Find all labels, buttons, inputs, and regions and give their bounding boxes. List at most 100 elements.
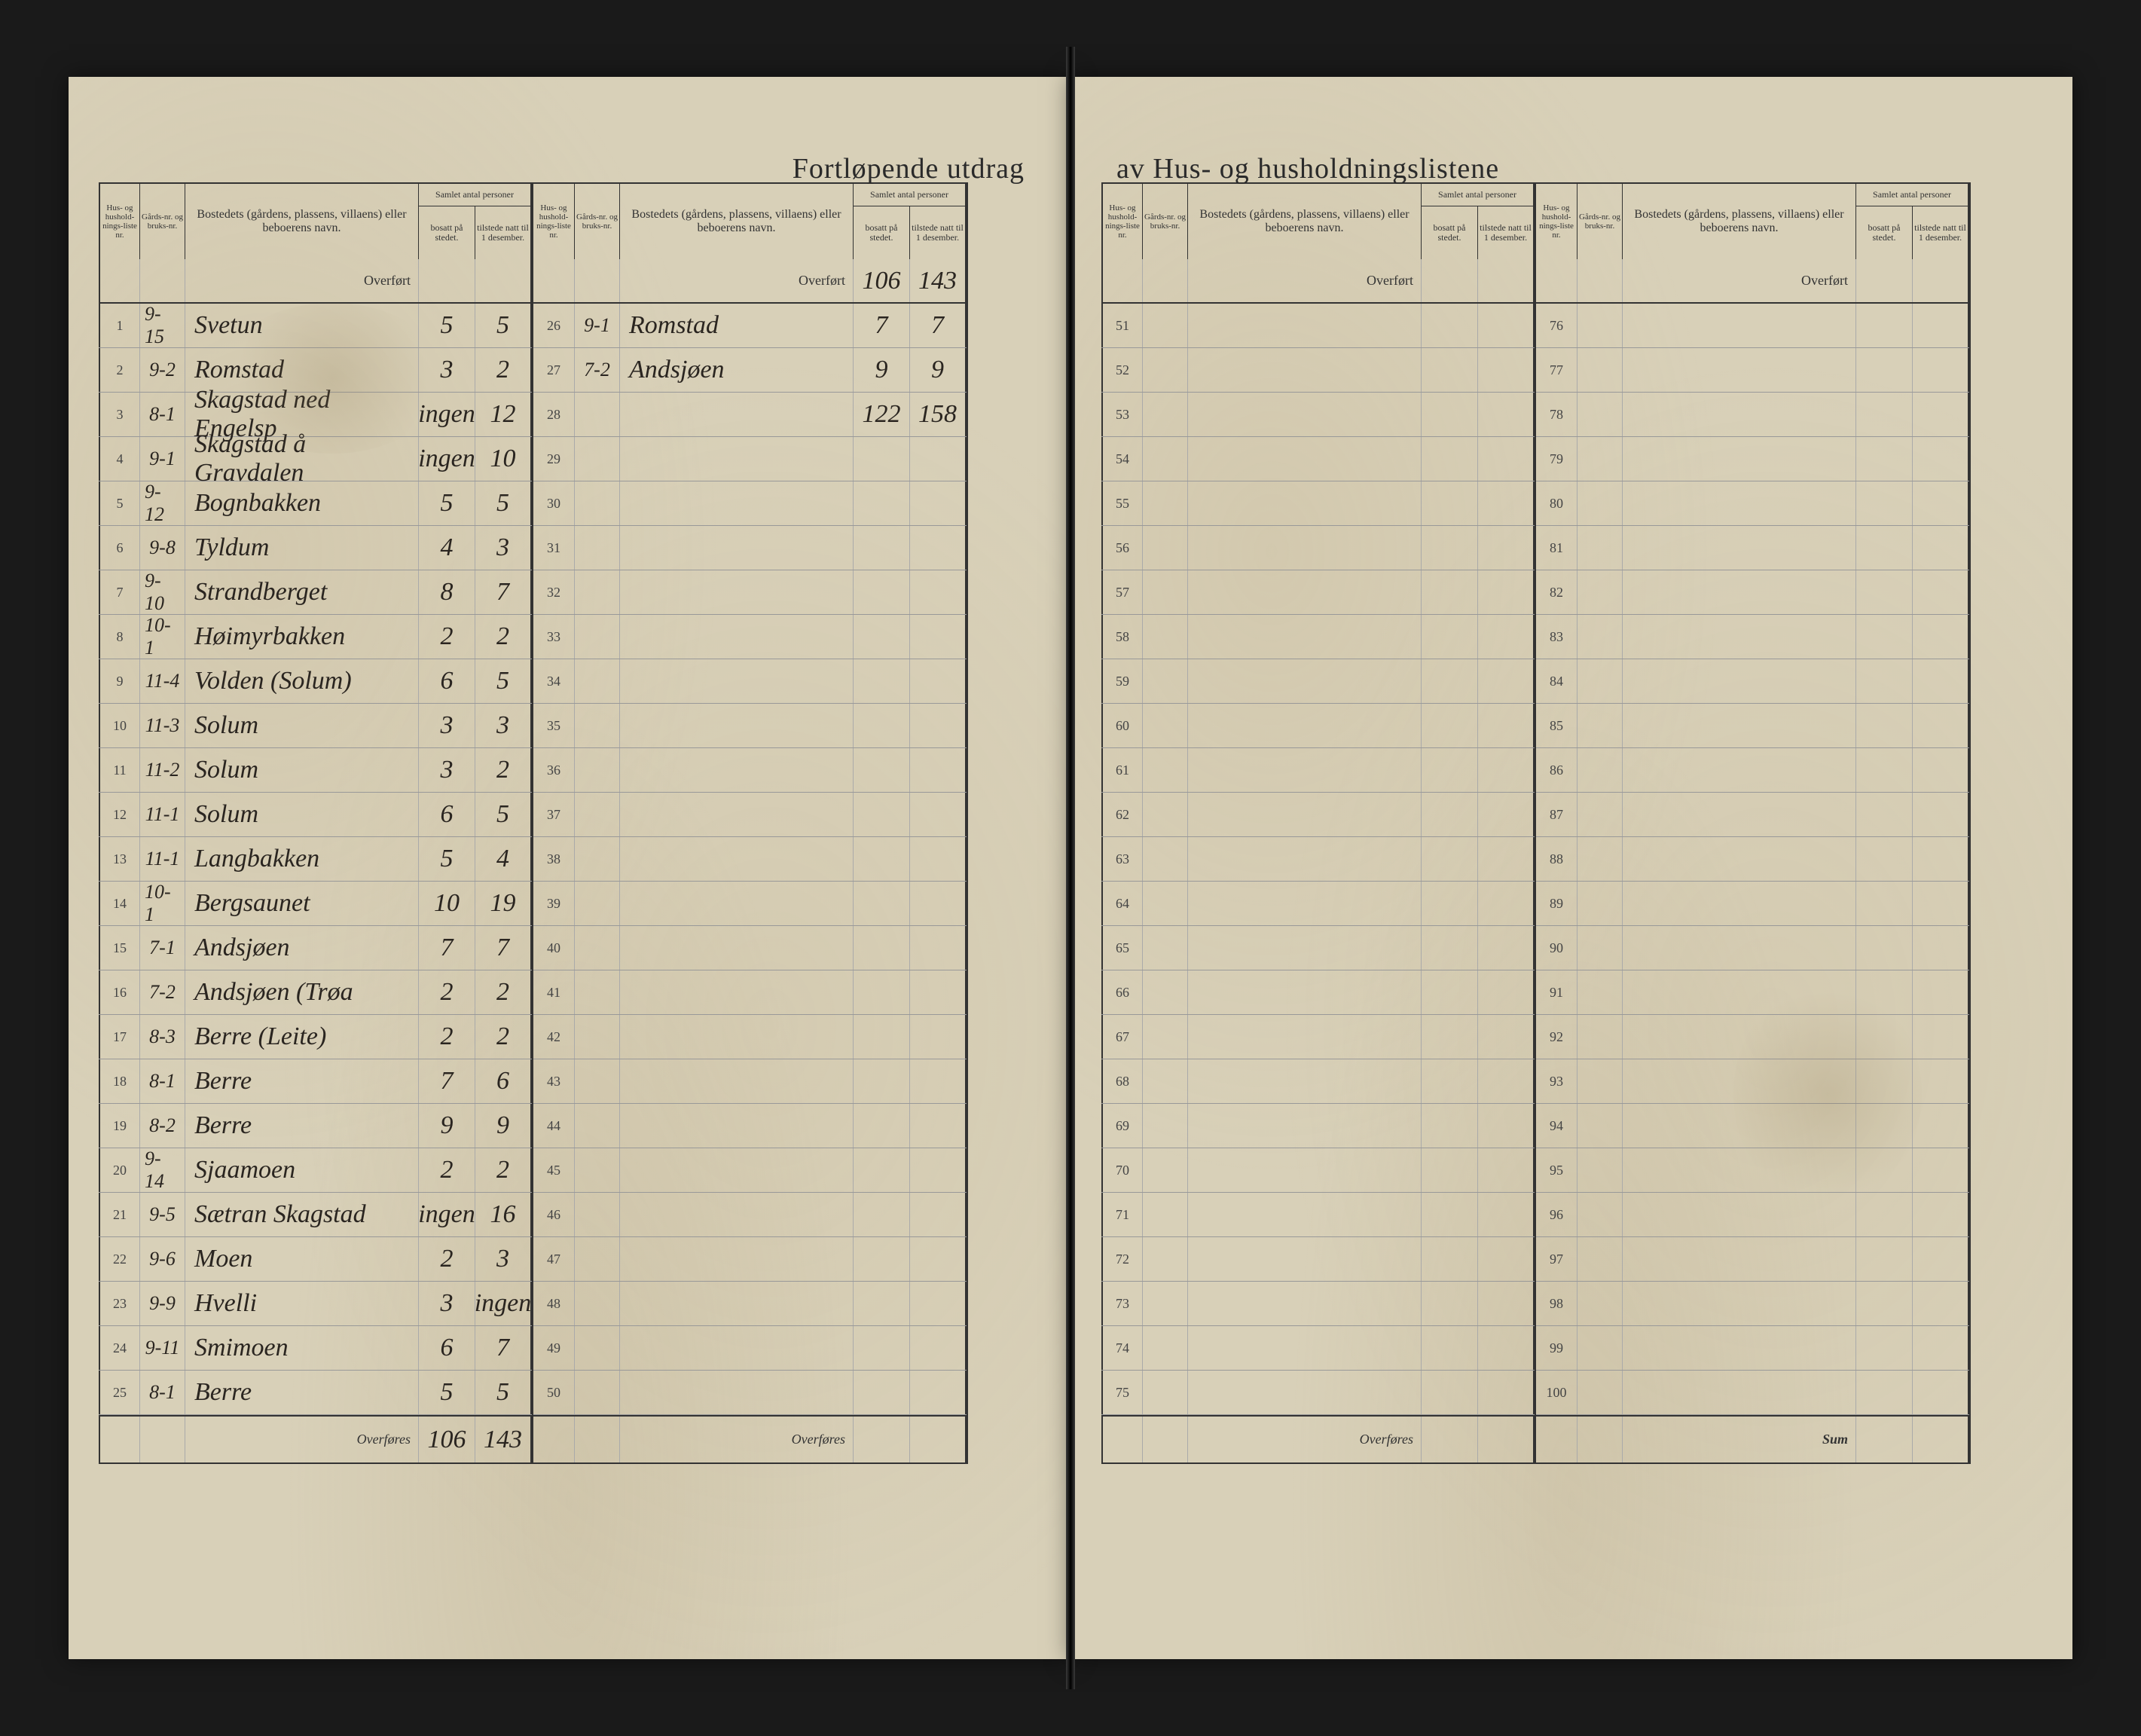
cell-bosted-name: Berre — [185, 1059, 419, 1103]
cell-row-number: 15 — [99, 926, 140, 970]
ledger-row: 26 9-1 Romstad 7 7 — [533, 304, 967, 348]
ledger-row: 87 — [1536, 793, 1969, 837]
cell-row-number: 51 — [1101, 304, 1143, 347]
cell-bosted-name — [1623, 304, 1856, 347]
ledger-row: 62 — [1101, 793, 1535, 837]
cell-bosted-name: Solum — [185, 748, 419, 792]
cell-tilstede — [1478, 304, 1535, 347]
overfores-row: Sum — [1536, 1415, 1969, 1464]
cell-row-number: 24 — [99, 1326, 140, 1370]
cell-gard-nr — [1143, 348, 1188, 392]
cell-tilstede — [1478, 1059, 1535, 1103]
cell-row-number: 49 — [533, 1326, 575, 1370]
cell-row-number: 64 — [1101, 882, 1143, 925]
cell-liste — [1101, 1417, 1143, 1462]
cell-liste — [533, 259, 575, 302]
overfores-label: Sum — [1623, 1417, 1856, 1462]
cell-bosatt — [1856, 793, 1913, 836]
header-bosted: Bostedets (gårdens, plassens, villaens) … — [1623, 184, 1856, 259]
cell-row-number: 7 — [99, 570, 140, 614]
scan-container: Fortløpende utdrag Hus- og hushold-nings… — [0, 0, 2141, 1736]
cell-bosted-name — [620, 748, 854, 792]
ledger-row: 47 — [533, 1237, 967, 1282]
cell-tilstede: 5 — [475, 1371, 532, 1414]
ledger-row: 79 — [1536, 437, 1969, 481]
overfort-tilstede: 143 — [910, 259, 967, 302]
cell-row-number: 79 — [1536, 437, 1577, 481]
cell-bosatt — [1856, 570, 1913, 614]
ledger-row: 41 — [533, 970, 967, 1015]
cell-bosted-name — [1623, 437, 1856, 481]
cell-gard-nr — [575, 837, 620, 881]
cell-row-number: 26 — [533, 304, 575, 347]
cell-row-number: 52 — [1101, 348, 1143, 392]
cell-tilstede — [1478, 570, 1535, 614]
cell-row-number: 27 — [533, 348, 575, 392]
cell-bosted-name: Langbakken — [185, 837, 419, 881]
cell-bosted-name: Sjaamoen — [185, 1148, 419, 1192]
cell-tilstede: 2 — [475, 748, 532, 792]
cell-bosted-name — [1188, 615, 1422, 659]
cell-row-number: 32 — [533, 570, 575, 614]
cell-bosted-name — [1623, 837, 1856, 881]
cell-bosted-name — [620, 1148, 854, 1192]
cell-row-number: 95 — [1536, 1148, 1577, 1192]
cell-bosatt: 6 — [419, 659, 475, 703]
cell-row-number: 43 — [533, 1059, 575, 1103]
cell-row-number: 10 — [99, 704, 140, 747]
cell-tilstede: 5 — [475, 793, 532, 836]
cell-tilstede: 3 — [475, 526, 532, 570]
cell-bosatt — [854, 748, 910, 792]
cell-bosted-name: Solum — [185, 704, 419, 747]
cell-row-number: 20 — [99, 1148, 140, 1192]
ledger-row: 7 9-10 Strandberget 8 7 — [99, 570, 532, 615]
cell-gard-nr — [1577, 748, 1623, 792]
overfores-bosatt — [1422, 1417, 1478, 1462]
cell-gard-nr: 9-2 — [140, 348, 185, 392]
cell-tilstede — [910, 570, 967, 614]
cell-bosted-name: Hvelli — [185, 1282, 419, 1325]
cell-gard-nr — [575, 659, 620, 703]
overfort-label: Overført — [1188, 259, 1422, 302]
cell-tilstede: 7 — [475, 926, 532, 970]
cell-row-number: 18 — [99, 1059, 140, 1103]
cell-tilstede — [1478, 1104, 1535, 1148]
ledger-row: 37 — [533, 793, 967, 837]
cell-gard-nr — [575, 704, 620, 747]
cell-tilstede — [910, 882, 967, 925]
cell-liste — [1536, 259, 1577, 302]
cell-bosatt: 2 — [419, 615, 475, 659]
cell-tilstede — [1913, 570, 1969, 614]
cell-tilstede — [1913, 1104, 1969, 1148]
cell-tilstede — [910, 481, 967, 525]
overfort-tilstede — [475, 259, 532, 302]
cell-row-number: 5 — [99, 481, 140, 525]
cell-tilstede — [1913, 748, 1969, 792]
cell-bosted-name — [620, 526, 854, 570]
cell-bosted-name — [620, 1015, 854, 1059]
overfort-label: Overført — [185, 259, 419, 302]
header-liste-nr: Hus- og hushold-nings-liste nr. — [533, 184, 575, 259]
cell-row-number: 54 — [1101, 437, 1143, 481]
ledger-row: 16 7-2 Andsjøen (Trøa 2 2 — [99, 970, 532, 1015]
ledger-row: 12 11-1 Solum 6 5 — [99, 793, 532, 837]
cell-gard-nr — [1577, 837, 1623, 881]
cell-bosatt — [1422, 793, 1478, 836]
cell-gard-nr — [575, 437, 620, 481]
cell-gard — [1143, 1417, 1188, 1462]
cell-row-number: 62 — [1101, 793, 1143, 836]
cell-gard-nr — [1577, 659, 1623, 703]
ledger-row: 23 9-9 Hvelli 3 ingen — [99, 1282, 532, 1326]
cell-gard-nr: 8-1 — [140, 1059, 185, 1103]
cell-bosatt — [854, 1237, 910, 1281]
cell-bosted-name — [620, 437, 854, 481]
cell-bosatt: 9 — [854, 348, 910, 392]
cell-row-number: 61 — [1101, 748, 1143, 792]
cell-bosatt: 10 — [419, 882, 475, 925]
cell-bosatt — [1856, 481, 1913, 525]
cell-tilstede — [1478, 793, 1535, 836]
cell-gard-nr — [1143, 1237, 1188, 1281]
cell-row-number: 28 — [533, 393, 575, 436]
overfores-bosatt — [854, 1417, 910, 1462]
ledger-row: 36 — [533, 748, 967, 793]
